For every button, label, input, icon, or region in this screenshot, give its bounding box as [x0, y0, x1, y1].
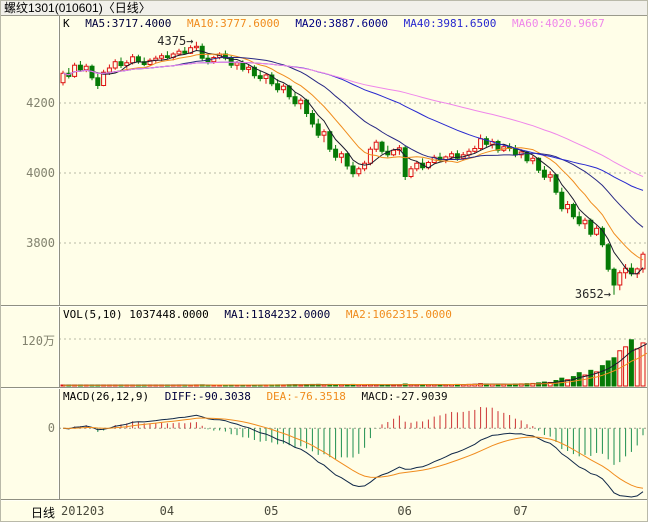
x-axis-month-label: 06: [397, 504, 412, 518]
panel-separator-volume-macd: [1, 387, 647, 389]
panel-separator-macd-axis: [1, 499, 647, 501]
price-axis-tick: 3800: [26, 236, 55, 250]
indicator-dea-label: DEA:-76.3518: [266, 390, 346, 403]
panel-separator-main-volume: [1, 305, 647, 307]
indicator-volma2-label: MA2:1062315.0000: [345, 308, 452, 321]
price-annotation-4375: 4375→: [157, 33, 194, 48]
volume-axis-tick: 120万: [21, 334, 55, 348]
x-axis-month-label: 07: [513, 504, 528, 518]
price-axis-tick: 4000: [26, 166, 55, 180]
volume-indicator-row: VOL(5,10) 1037448.0000 MA1:1184232.0000 …: [63, 308, 461, 321]
indicator-macdval-label: MACD:-27.9039: [361, 390, 448, 403]
x-axis-bar: 日线 201203 04 05 06 07: [1, 501, 647, 521]
indicator-volma1-label: MA1:1184232.0000: [224, 308, 331, 321]
price-annotation-3652: 3652→: [574, 286, 611, 301]
x-axis-month-label: 201203: [61, 504, 105, 518]
macd-zero-tick: 0: [47, 421, 55, 436]
indicator-ma60-label: MA60:4020.9667: [512, 17, 605, 30]
macd-indicator-row: MACD(26,12,9) DIFF:-90.3038 DEA:-76.3518…: [63, 390, 457, 403]
indicator-ma20-label: MA20:3887.6000: [295, 17, 389, 30]
indicator-vol-label: VOL(5,10) 1037448.0000: [63, 308, 209, 321]
indicator-diff-label: DIFF:-90.3038: [164, 390, 251, 403]
x-axis-month-label: 04: [159, 504, 175, 518]
period-label: 日线: [30, 506, 55, 520]
y-axis-divider: [58, 16, 60, 501]
indicator-ma5-label: MA5:3717.4000: [85, 17, 172, 30]
x-axis-month-label: 05: [264, 504, 279, 518]
window-title: 螺纹1301(010601)〈日线〉: [4, 1, 151, 15]
indicator-ma10-label: MA10:3777.6000: [186, 17, 280, 30]
window-titlebar: 螺纹1301(010601)〈日线〉: [1, 1, 647, 16]
indicator-k-label: K: [63, 17, 70, 30]
main-indicator-row: K MA5:3717.4000 MA10:3777.6000 MA20:3887…: [63, 17, 614, 30]
indicator-ma40-label: MA40:3981.6500: [403, 17, 497, 30]
indicator-macd-label: MACD(26,12,9): [63, 390, 150, 403]
price-axis-tick: 4200: [26, 96, 55, 110]
